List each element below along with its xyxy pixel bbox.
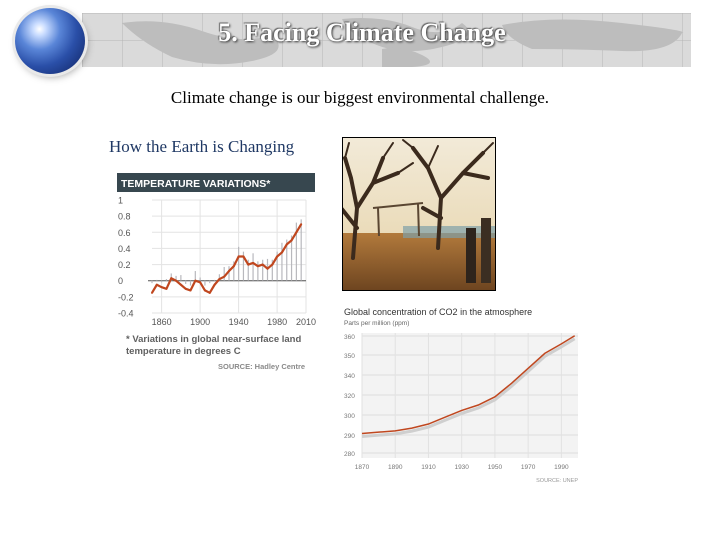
temperature-data-point bbox=[160, 286, 163, 289]
temperature-y-tick: 0.8 bbox=[118, 212, 131, 222]
temperature-data-point bbox=[213, 283, 216, 286]
temperature-data-point bbox=[295, 231, 298, 234]
temperature-data-point bbox=[280, 251, 283, 254]
temperature-data-point bbox=[155, 283, 158, 286]
temperature-data-point bbox=[271, 263, 274, 266]
temperature-series-line bbox=[151, 223, 303, 294]
co2-y-tick: 320 bbox=[344, 393, 355, 400]
temperature-x-tick: 1900 bbox=[190, 317, 210, 327]
temperature-chart-header bbox=[117, 173, 315, 192]
temperature-data-point bbox=[189, 289, 192, 292]
temperature-x-tick: 2010 bbox=[296, 317, 316, 327]
co2-chart-source: SOURCE: UNEP bbox=[536, 478, 578, 484]
temperature-data-point bbox=[203, 289, 206, 292]
co2-y-tick: 290 bbox=[344, 433, 355, 440]
temperature-x-tick: 1940 bbox=[229, 317, 249, 327]
temperature-data-point bbox=[232, 265, 235, 268]
section-label: How the Earth is Changing bbox=[109, 137, 295, 156]
temperature-data-point bbox=[237, 255, 240, 258]
temperature-data-point bbox=[218, 278, 221, 281]
co2-y-tick: 300 bbox=[344, 413, 355, 420]
world-map-background bbox=[82, 13, 691, 67]
co2-x-tick: 1890 bbox=[388, 464, 403, 471]
co2-chart-svg: Global concentration of CO2 in the atmos… bbox=[344, 307, 578, 484]
temperature-data-point bbox=[276, 255, 279, 258]
co2-x-tick: 1930 bbox=[454, 464, 469, 471]
co2-series-line bbox=[361, 335, 576, 435]
globe-icon bbox=[15, 8, 85, 74]
temperature-y-tick: -0.2 bbox=[118, 292, 134, 302]
temperature-data-point bbox=[170, 277, 173, 280]
co2-x-tick: 1970 bbox=[521, 464, 536, 471]
temperature-caption: * Variations in global near-surface land… bbox=[126, 334, 302, 357]
temperature-x-tick: 1980 bbox=[267, 317, 287, 327]
temperature-data-point bbox=[165, 287, 168, 290]
temperature-data-point bbox=[208, 291, 211, 294]
co2-x-tick: 1910 bbox=[421, 464, 436, 471]
temperature-data-point bbox=[242, 255, 245, 258]
title-banner bbox=[82, 13, 691, 67]
co2-y-tick: 350 bbox=[344, 353, 355, 360]
co2-y-tick: 340 bbox=[344, 373, 355, 380]
temperature-data-point bbox=[252, 261, 255, 264]
co2-x-tick: 1950 bbox=[488, 464, 503, 471]
temperature-y-tick: -0.4 bbox=[118, 309, 134, 319]
temperature-y-tick: 0.2 bbox=[118, 260, 131, 270]
temperature-y-tick: 0.6 bbox=[118, 228, 131, 238]
temperature-data-point bbox=[228, 270, 230, 273]
temperature-data-point bbox=[179, 283, 182, 286]
temperature-x-tick: 1860 bbox=[152, 317, 172, 327]
temperature-data-point bbox=[194, 279, 197, 282]
co2-y-tick: 360 bbox=[344, 334, 355, 341]
temperature-chart-title: TEMPERATURE VARIATIONS* bbox=[121, 178, 271, 190]
co2-chart-title: Global concentration of CO2 in the atmos… bbox=[344, 307, 532, 317]
temperature-data-point bbox=[300, 223, 303, 226]
temperature-y-tick: 0.4 bbox=[118, 244, 131, 254]
co2-x-tick: 1990 bbox=[554, 464, 569, 471]
temperature-data-point bbox=[266, 267, 269, 270]
co2-chart-subtitle: Parts per million (ppm) bbox=[344, 320, 409, 327]
temperature-data-point bbox=[175, 279, 178, 282]
temperature-y-tick: 0 bbox=[118, 276, 123, 286]
temperature-data-point bbox=[199, 281, 202, 284]
temperature-chart-svg: TEMPERATURE VARIATIONS* 1 0.8 0.6 0.4 0.2 0 -0.… bbox=[117, 173, 316, 327]
co2-series-shadow bbox=[361, 337, 576, 439]
co2-chart: Global concentration of CO2 in the atmos… bbox=[342, 303, 582, 485]
co2-y-tick: 280 bbox=[344, 451, 355, 458]
slide-title: 5. Facing Climate Change bbox=[218, 18, 506, 47]
temperature-data-point bbox=[256, 265, 259, 268]
temperature-chart: TEMPERATURE VARIATIONS* 1 0.8 0.6 0.4 0.2 0 -0.… bbox=[114, 173, 319, 378]
temperature-y-tick: 1 bbox=[118, 196, 123, 206]
temperature-data-point bbox=[285, 243, 288, 246]
slide-subtitle: Climate change is our biggest environmen… bbox=[170, 88, 550, 107]
co2-x-tick: 1870 bbox=[355, 464, 370, 471]
temperature-source: SOURCE: Hadley Centre bbox=[218, 362, 306, 371]
temperature-data-point bbox=[184, 287, 187, 290]
temperature-data-point bbox=[261, 263, 264, 266]
temperature-data-point bbox=[151, 291, 153, 294]
temperature-data-point bbox=[247, 263, 250, 266]
drought-dead-trees-photo bbox=[342, 137, 496, 291]
temperature-data-point bbox=[223, 275, 226, 278]
temperature-data-point bbox=[290, 239, 293, 242]
